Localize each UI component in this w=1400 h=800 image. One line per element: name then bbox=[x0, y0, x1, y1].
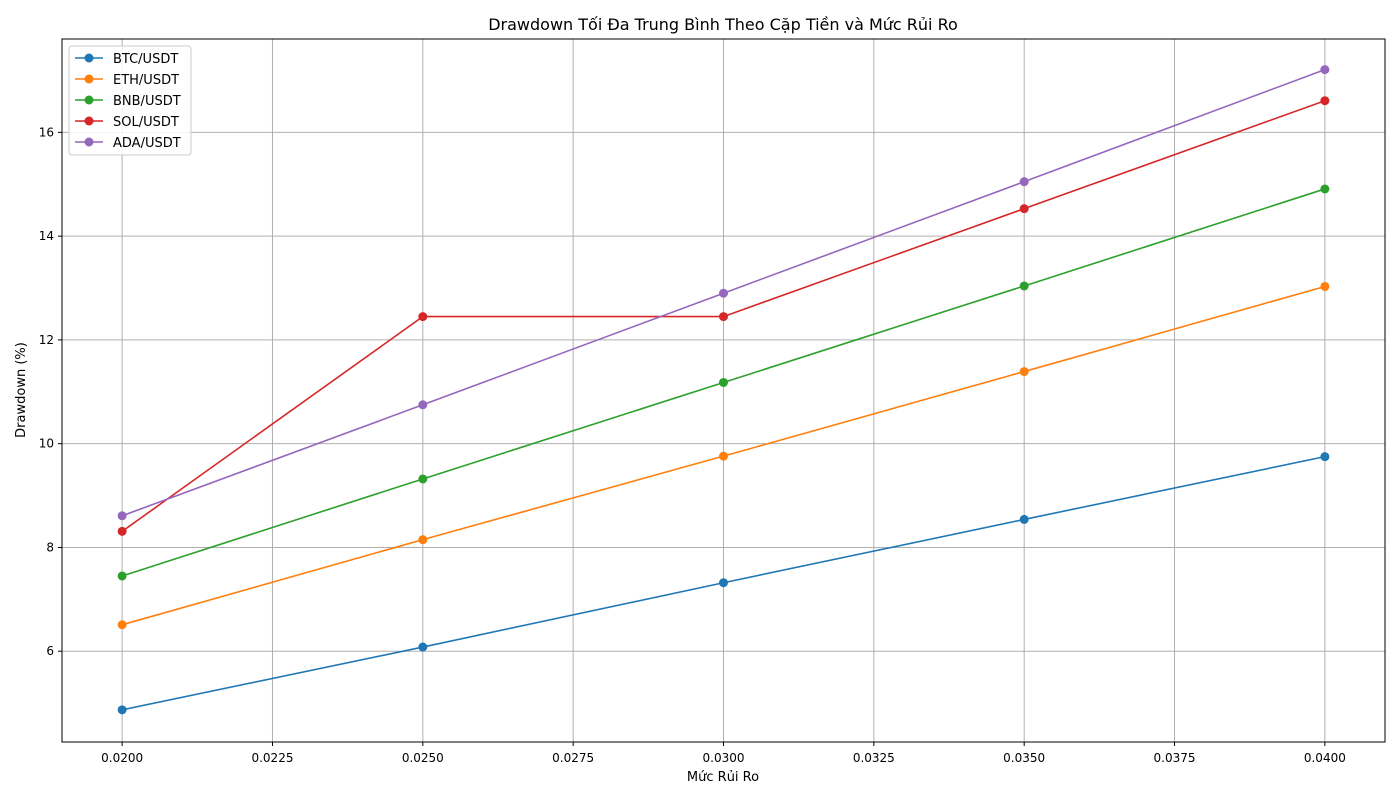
legend-label: SOL/USDT bbox=[113, 115, 179, 130]
legend-item-bnb-usdt: BNB/USDT bbox=[75, 94, 181, 109]
y-axis: 6 8 10 12 14 16 bbox=[39, 125, 62, 658]
grid bbox=[62, 39, 1385, 742]
x-tick-label: 0.0375 bbox=[1154, 751, 1196, 765]
x-axis: 0.0200 0.0225 0.0250 0.0275 0.0300 0.0325 0.03… bbox=[101, 742, 1346, 765]
x-tick-label: 0.0350 bbox=[1003, 751, 1045, 765]
y-tick-label: 14 bbox=[39, 229, 54, 243]
data-point-sol-usdt bbox=[418, 312, 428, 322]
series-eth-usdt bbox=[117, 281, 1330, 630]
legend-swatch-marker bbox=[84, 53, 94, 63]
x-tick-label: 0.0300 bbox=[703, 751, 745, 765]
y-tick-label: 8 bbox=[46, 540, 54, 554]
data-point-btc-usdt bbox=[1320, 452, 1330, 462]
data-point-eth-usdt bbox=[117, 620, 127, 630]
legend-box bbox=[68, 45, 192, 156]
y-tick-label: 6 bbox=[46, 644, 54, 658]
y-tick-label: 10 bbox=[39, 437, 54, 451]
legend-label: BTC/USDT bbox=[113, 52, 178, 67]
data-point-sol-usdt bbox=[117, 526, 127, 536]
legend-item-sol-usdt: SOL/USDT bbox=[75, 115, 179, 130]
data-point-bnb-usdt bbox=[1019, 281, 1029, 291]
x-axis-label: Mức Rủi Ro bbox=[687, 770, 759, 785]
data-point-eth-usdt bbox=[1320, 281, 1330, 291]
series-ada-usdt bbox=[117, 65, 1330, 521]
data-point-sol-usdt bbox=[1019, 204, 1029, 214]
x-tick-label: 0.0225 bbox=[251, 751, 293, 765]
data-point-btc-usdt bbox=[117, 705, 127, 715]
data-point-sol-usdt bbox=[1320, 96, 1330, 106]
legend-label: ETH/USDT bbox=[113, 73, 179, 88]
legend-item-ada-usdt: ADA/USDT bbox=[75, 136, 181, 151]
chart-title: Drawdown Tối Đa Trung Bình Theo Cặp Tiền… bbox=[488, 15, 958, 34]
x-tick-label: 0.0400 bbox=[1304, 751, 1346, 765]
legend-label: ADA/USDT bbox=[113, 136, 181, 151]
x-tick-label: 0.0200 bbox=[101, 751, 143, 765]
data-point-ada-usdt bbox=[1320, 65, 1330, 75]
data-point-ada-usdt bbox=[117, 511, 127, 521]
y-tick-label: 12 bbox=[39, 333, 54, 347]
series-layer bbox=[117, 65, 1330, 715]
series-bnb-usdt bbox=[117, 184, 1330, 581]
data-point-eth-usdt bbox=[719, 451, 728, 461]
data-point-bnb-usdt bbox=[1320, 184, 1330, 194]
x-tick-label: 0.0325 bbox=[853, 751, 895, 765]
data-point-ada-usdt bbox=[719, 288, 728, 298]
x-tick-label: 0.0275 bbox=[552, 751, 594, 765]
data-point-bnb-usdt bbox=[117, 571, 127, 581]
data-point-sol-usdt bbox=[719, 312, 728, 322]
data-point-eth-usdt bbox=[1019, 367, 1029, 377]
data-point-eth-usdt bbox=[418, 535, 428, 545]
data-point-btc-usdt bbox=[719, 578, 728, 588]
series-sol-usdt bbox=[117, 96, 1330, 536]
data-point-bnb-usdt bbox=[418, 474, 428, 484]
x-tick-label: 0.0250 bbox=[402, 751, 444, 765]
data-point-ada-usdt bbox=[1019, 177, 1029, 187]
legend-swatch-marker bbox=[84, 137, 94, 147]
data-point-bnb-usdt bbox=[719, 377, 728, 387]
legend-item-eth-usdt: ETH/USDT bbox=[75, 73, 179, 88]
legend-label: BNB/USDT bbox=[113, 94, 181, 109]
series-btc-usdt bbox=[117, 452, 1330, 715]
data-point-btc-usdt bbox=[418, 642, 428, 652]
y-tick-label: 16 bbox=[39, 125, 54, 139]
y-axis-label: Drawdown (%) bbox=[14, 342, 29, 438]
legend: BTC/USDT ETH/USDT BNB/USDT SOL/USDT ADA/USDT bbox=[68, 45, 192, 156]
legend-item-btc-usdt: BTC/USDT bbox=[75, 52, 178, 67]
legend-swatch-marker bbox=[84, 74, 94, 84]
data-point-ada-usdt bbox=[418, 400, 428, 410]
legend-swatch-marker bbox=[84, 116, 94, 126]
legend-swatch-marker bbox=[84, 95, 94, 105]
data-point-btc-usdt bbox=[1019, 514, 1029, 524]
